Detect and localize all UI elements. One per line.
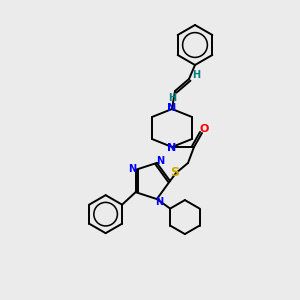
Text: H: H — [192, 70, 200, 80]
Text: O: O — [199, 124, 209, 134]
Text: N: N — [155, 197, 163, 207]
Text: N: N — [129, 164, 137, 174]
Text: H: H — [168, 93, 176, 103]
Text: S: S — [170, 167, 179, 179]
Text: N: N — [156, 156, 164, 166]
Text: N: N — [167, 143, 177, 153]
Text: N: N — [167, 103, 177, 113]
